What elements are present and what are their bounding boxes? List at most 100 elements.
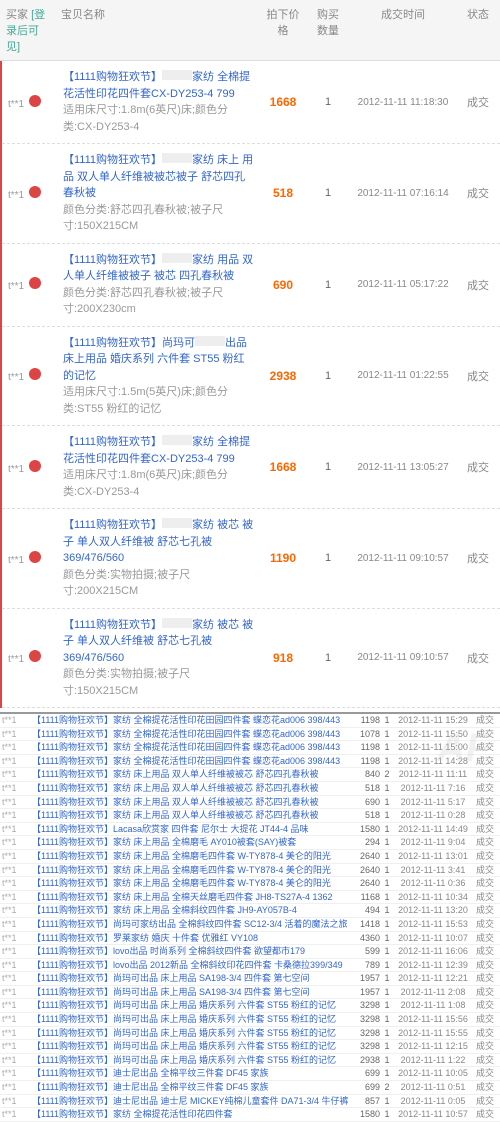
item-cell[interactable]: 【1111购物狂欢节】尚玛可出品 床上用品 婚庆系列 六件套 ST55 粉红的记… xyxy=(59,335,258,418)
chat-icon[interactable] xyxy=(29,95,41,107)
qty-cell: 1 xyxy=(380,972,394,985)
price-cell: 918 xyxy=(258,651,308,665)
time-cell: 2012-11-11 14:28 xyxy=(394,755,472,768)
item-cell[interactable]: 【1111购物狂欢节】尚玛可家纺出品 全棉斜纹四件套 SC12-3/4 活着的魔… xyxy=(32,918,348,931)
detail-row: t**1【1111购物狂欢节】尚玛可出品 床上用品 婚庆系列 六件套 ST55 … xyxy=(0,1027,500,1041)
item-cell[interactable]: 【1111购物狂欢节】迪士尼出品 全棉平纹三件套 DF45 家族 xyxy=(32,1067,348,1080)
buyer-cell: t**1 xyxy=(2,1067,32,1080)
item-cell[interactable]: 【1111购物狂欢节】家纺 被芯 被子 单人双人纤维被 舒芯七孔被 369/47… xyxy=(59,517,258,600)
buyer-cell: t**1 xyxy=(2,864,32,877)
buyer-cell: t**1 xyxy=(2,1054,32,1067)
qty-cell: 1 xyxy=(380,714,394,727)
chat-icon[interactable] xyxy=(29,368,41,380)
price-cell: 857 xyxy=(348,1095,380,1108)
detail-row: t**1【1111购物狂欢节】家纺 全棉提花活性印花田园四件套 蝶恋花ad006… xyxy=(0,755,500,769)
header-item: 宝贝名称 xyxy=(57,4,258,56)
qty-cell: 1 xyxy=(380,1095,394,1108)
item-cell[interactable]: 【1111购物狂欢节】迪士尼出品 全棉平纹三件套 DF45 家族 xyxy=(32,1081,348,1094)
chat-icon[interactable] xyxy=(29,186,41,198)
item-cell[interactable]: 【1111购物狂欢节】家纺 床上用品 双人单人纤维被被芯 舒芯四孔春秋被 xyxy=(32,768,348,781)
time-cell: 2012-11-11 15:29 xyxy=(394,714,472,727)
item-cell[interactable]: 【1111购物狂欢节】家纺 全棉提花活性印花田园四件套 蝶恋花ad006 398… xyxy=(32,755,348,768)
item-cell[interactable]: 【1111购物狂欢节】尚玛可出品 床上用品 婚庆系列 六件套 ST55 粉红的记… xyxy=(32,1013,348,1026)
item-cell[interactable]: 【1111购物狂欢节】尚玛可出品 床上用品 婚庆系列 六件套 ST55 粉红的记… xyxy=(32,1054,348,1067)
chat-icon[interactable] xyxy=(29,460,41,472)
status-cell: 成交 xyxy=(458,650,498,666)
item-cell[interactable]: 【1111购物狂欢节】家纺 被芯 被子 单人双人纤维被 舒芯七孔被 369/47… xyxy=(59,617,258,700)
item-cell[interactable]: 【1111购物狂欢节】家纺 床上用品 双人单人纤维被被芯 舒芯四孔春秋被 xyxy=(32,796,348,809)
main-transaction-list: t**1 【1111购物狂欢节】家纺 全棉提花活性印花四件套CX-DY253-4… xyxy=(0,61,500,708)
item-cell[interactable]: 【1111购物狂欢节】lovo出品 2012新品 全棉斜纹印花四件套 卡桑德拉3… xyxy=(32,959,348,972)
buyer-cell: t**1 xyxy=(2,986,32,999)
chat-icon[interactable] xyxy=(29,551,41,563)
table-header: 买家 [登录后可见] 宝贝名称 拍下价格 购买数量 成交时间 状态 xyxy=(0,0,500,61)
time-cell: 2012-11-11 11:11 xyxy=(394,768,472,781)
price-cell: 3298 xyxy=(348,1040,380,1053)
chat-icon[interactable] xyxy=(29,650,41,662)
item-cell[interactable]: 【1111购物狂欢节】家纺 用品 双人单人纤维被被子 被芯 四孔春秋被颜色分类:… xyxy=(59,252,258,318)
item-cell[interactable]: 【1111购物狂欢节】罗莱家纺 婚庆 十件套 优雅红 VY108 xyxy=(32,932,348,945)
buyer-cell: t**1 xyxy=(2,959,32,972)
buyer-cell: t**1 xyxy=(4,551,59,566)
detail-row: t**1【1111购物狂欢节】家纺 床上用品 双人单人纤维被被芯 舒芯四孔春秋被… xyxy=(0,768,500,782)
qty-cell: 1 xyxy=(380,999,394,1012)
time-cell: 2012-11-11 0:36 xyxy=(394,877,472,890)
item-cell[interactable]: 【1111购物狂欢节】尚玛可出品 床上用品 SA198-3/4 四件套 第七空间 xyxy=(32,986,348,999)
chat-icon[interactable] xyxy=(29,277,41,289)
buyer-cell: t**1 xyxy=(2,945,32,958)
status-cell: 成交 xyxy=(472,755,498,768)
qty-cell: 1 xyxy=(380,1054,394,1067)
price-cell: 2640 xyxy=(348,877,380,890)
item-cell[interactable]: 【1111购物狂欢节】家纺 床上用品 全棉磨毛四件套 W-TY878-4 美仑的… xyxy=(32,850,348,863)
time-cell: 2012-11-11 12:39 xyxy=(394,959,472,972)
price-cell: 1668 xyxy=(258,460,308,474)
buyer-cell: t**1 xyxy=(2,1081,32,1094)
time-cell: 2012-11-11 09:10:57 xyxy=(348,652,458,663)
item-cell[interactable]: 【1111购物狂欢节】家纺 床上用品 全棉斜纹四件套 JH9-AY057B-4 xyxy=(32,904,348,917)
buyer-cell: t**1 xyxy=(2,877,32,890)
item-cell[interactable]: 【1111购物狂欢节】尚玛可出品 床上用品 婚庆系列 六件套 ST55 粉红的记… xyxy=(32,1027,348,1040)
status-cell: 成交 xyxy=(472,836,498,849)
item-cell[interactable]: 【1111购物狂欢节】家纺 床上用品 双人单人纤维被被芯 舒芯四孔春秋被 xyxy=(32,809,348,822)
item-cell[interactable]: 【1111购物狂欢节】家纺 床上用品 全棉天丝磨毛四件套 JH8-TS27A-4… xyxy=(32,891,348,904)
qty-cell: 1 xyxy=(380,809,394,822)
qty-cell: 1 xyxy=(380,986,394,999)
item-cell[interactable]: 【1111购物狂欢节】迪士尼出品 迪士尼 MICKEY纯棉儿童套件 DA71-3… xyxy=(32,1095,348,1108)
item-cell[interactable]: 【1111购物狂欢节】家纺 床上 用品 双人单人纤维被被芯被子 舒芯四孔春秋被颜… xyxy=(59,152,258,235)
item-cell[interactable]: 【1111购物狂欢节】家纺 全棉提花活性印花四件套 xyxy=(32,1108,348,1121)
item-cell[interactable]: 【1111购物狂欢节】家纺 全棉提花活性印花田园四件套 蝶恋花ad006 398… xyxy=(32,714,348,727)
detail-row: t**1【1111购物狂欢节】尚玛可出品 床上用品 婚庆系列 六件套 ST55 … xyxy=(0,999,500,1013)
buyer-cell: t**1 xyxy=(2,809,32,822)
buyer-cell: t**1 xyxy=(2,714,32,727)
item-cell[interactable]: 【1111购物狂欢节】家纺 床上用品 全棉磨毛四件套 W-TY878-4 美仑的… xyxy=(32,864,348,877)
item-cell[interactable]: 【1111购物狂欢节】尚玛可出品 床上用品 SA198-3/4 四件套 第七空间 xyxy=(32,972,348,985)
time-cell: 2012-11-11 12:21 xyxy=(394,972,472,985)
price-cell: 294 xyxy=(348,836,380,849)
qty-cell: 1 xyxy=(380,904,394,917)
time-cell: 2012-11-11 10:07 xyxy=(394,932,472,945)
price-cell: 1957 xyxy=(348,972,380,985)
item-cell[interactable]: 【1111购物狂欢节】Lacasa欣赏家 四件套 尼尔士 大提花 JT44-4 … xyxy=(32,823,348,836)
item-cell[interactable]: 【1111购物狂欢节】家纺 床上用品 全棉磨毛四件套 W-TY878-4 美仑的… xyxy=(32,877,348,890)
item-cell[interactable]: 【1111购物狂欢节】尚玛可出品 床上用品 婚庆系列 六件套 ST55 粉红的记… xyxy=(32,999,348,1012)
qty-cell: 1 xyxy=(380,782,394,795)
item-cell[interactable]: 【1111购物狂欢节】家纺 床上用品 双人单人纤维被被芯 舒芯四孔春秋被 xyxy=(32,782,348,795)
qty-cell: 1 xyxy=(380,1027,394,1040)
detail-row: t**1【1111购物狂欢节】尚玛可出品 床上用品 SA198-3/4 四件套 … xyxy=(0,972,500,986)
detail-row: t**1【1111购物狂欢节】尚玛可家纺出品 全棉斜纹四件套 SC12-3/4 … xyxy=(0,918,500,932)
item-cell[interactable]: 【1111购物狂欢节】lovo出品 时尚系列 全棉斜纹四件套 欲望都市179 xyxy=(32,945,348,958)
detail-row: t**1【1111购物狂欢节】尚玛可出品 床上用品 SA198-3/4 四件套 … xyxy=(0,986,500,1000)
time-cell: 2012-11-11 10:05 xyxy=(394,1067,472,1080)
item-cell[interactable]: 【1111购物狂欢节】家纺 全棉提花活性印花四件套CX-DY253-4 799适… xyxy=(59,69,258,135)
time-cell: 2012-11-11 13:20 xyxy=(394,904,472,917)
status-cell: 成交 xyxy=(472,768,498,781)
item-cell[interactable]: 【1111购物狂欢节】家纺 床上用品 全棉磨毛 AY010被套(SAY)被套 xyxy=(32,836,348,849)
item-cell[interactable]: 【1111购物狂欢节】家纺 全棉提花活性印花田园四件套 蝶恋花ad006 398… xyxy=(32,728,348,741)
item-cell[interactable]: 【1111购物狂欢节】尚玛可出品 床上用品 婚庆系列 六件套 ST55 粉红的记… xyxy=(32,1040,348,1053)
status-cell: 成交 xyxy=(472,864,498,877)
qty-cell: 1 xyxy=(380,796,394,809)
qty-cell: 1 xyxy=(308,461,348,473)
qty-cell: 1 xyxy=(380,850,394,863)
item-cell[interactable]: 【1111购物狂欢节】家纺 全棉提花活性印花四件套CX-DY253-4 799适… xyxy=(59,434,258,500)
item-cell[interactable]: 【1111购物狂欢节】家纺 全棉提花活性印花田园四件套 蝶恋花ad006 398… xyxy=(32,741,348,754)
